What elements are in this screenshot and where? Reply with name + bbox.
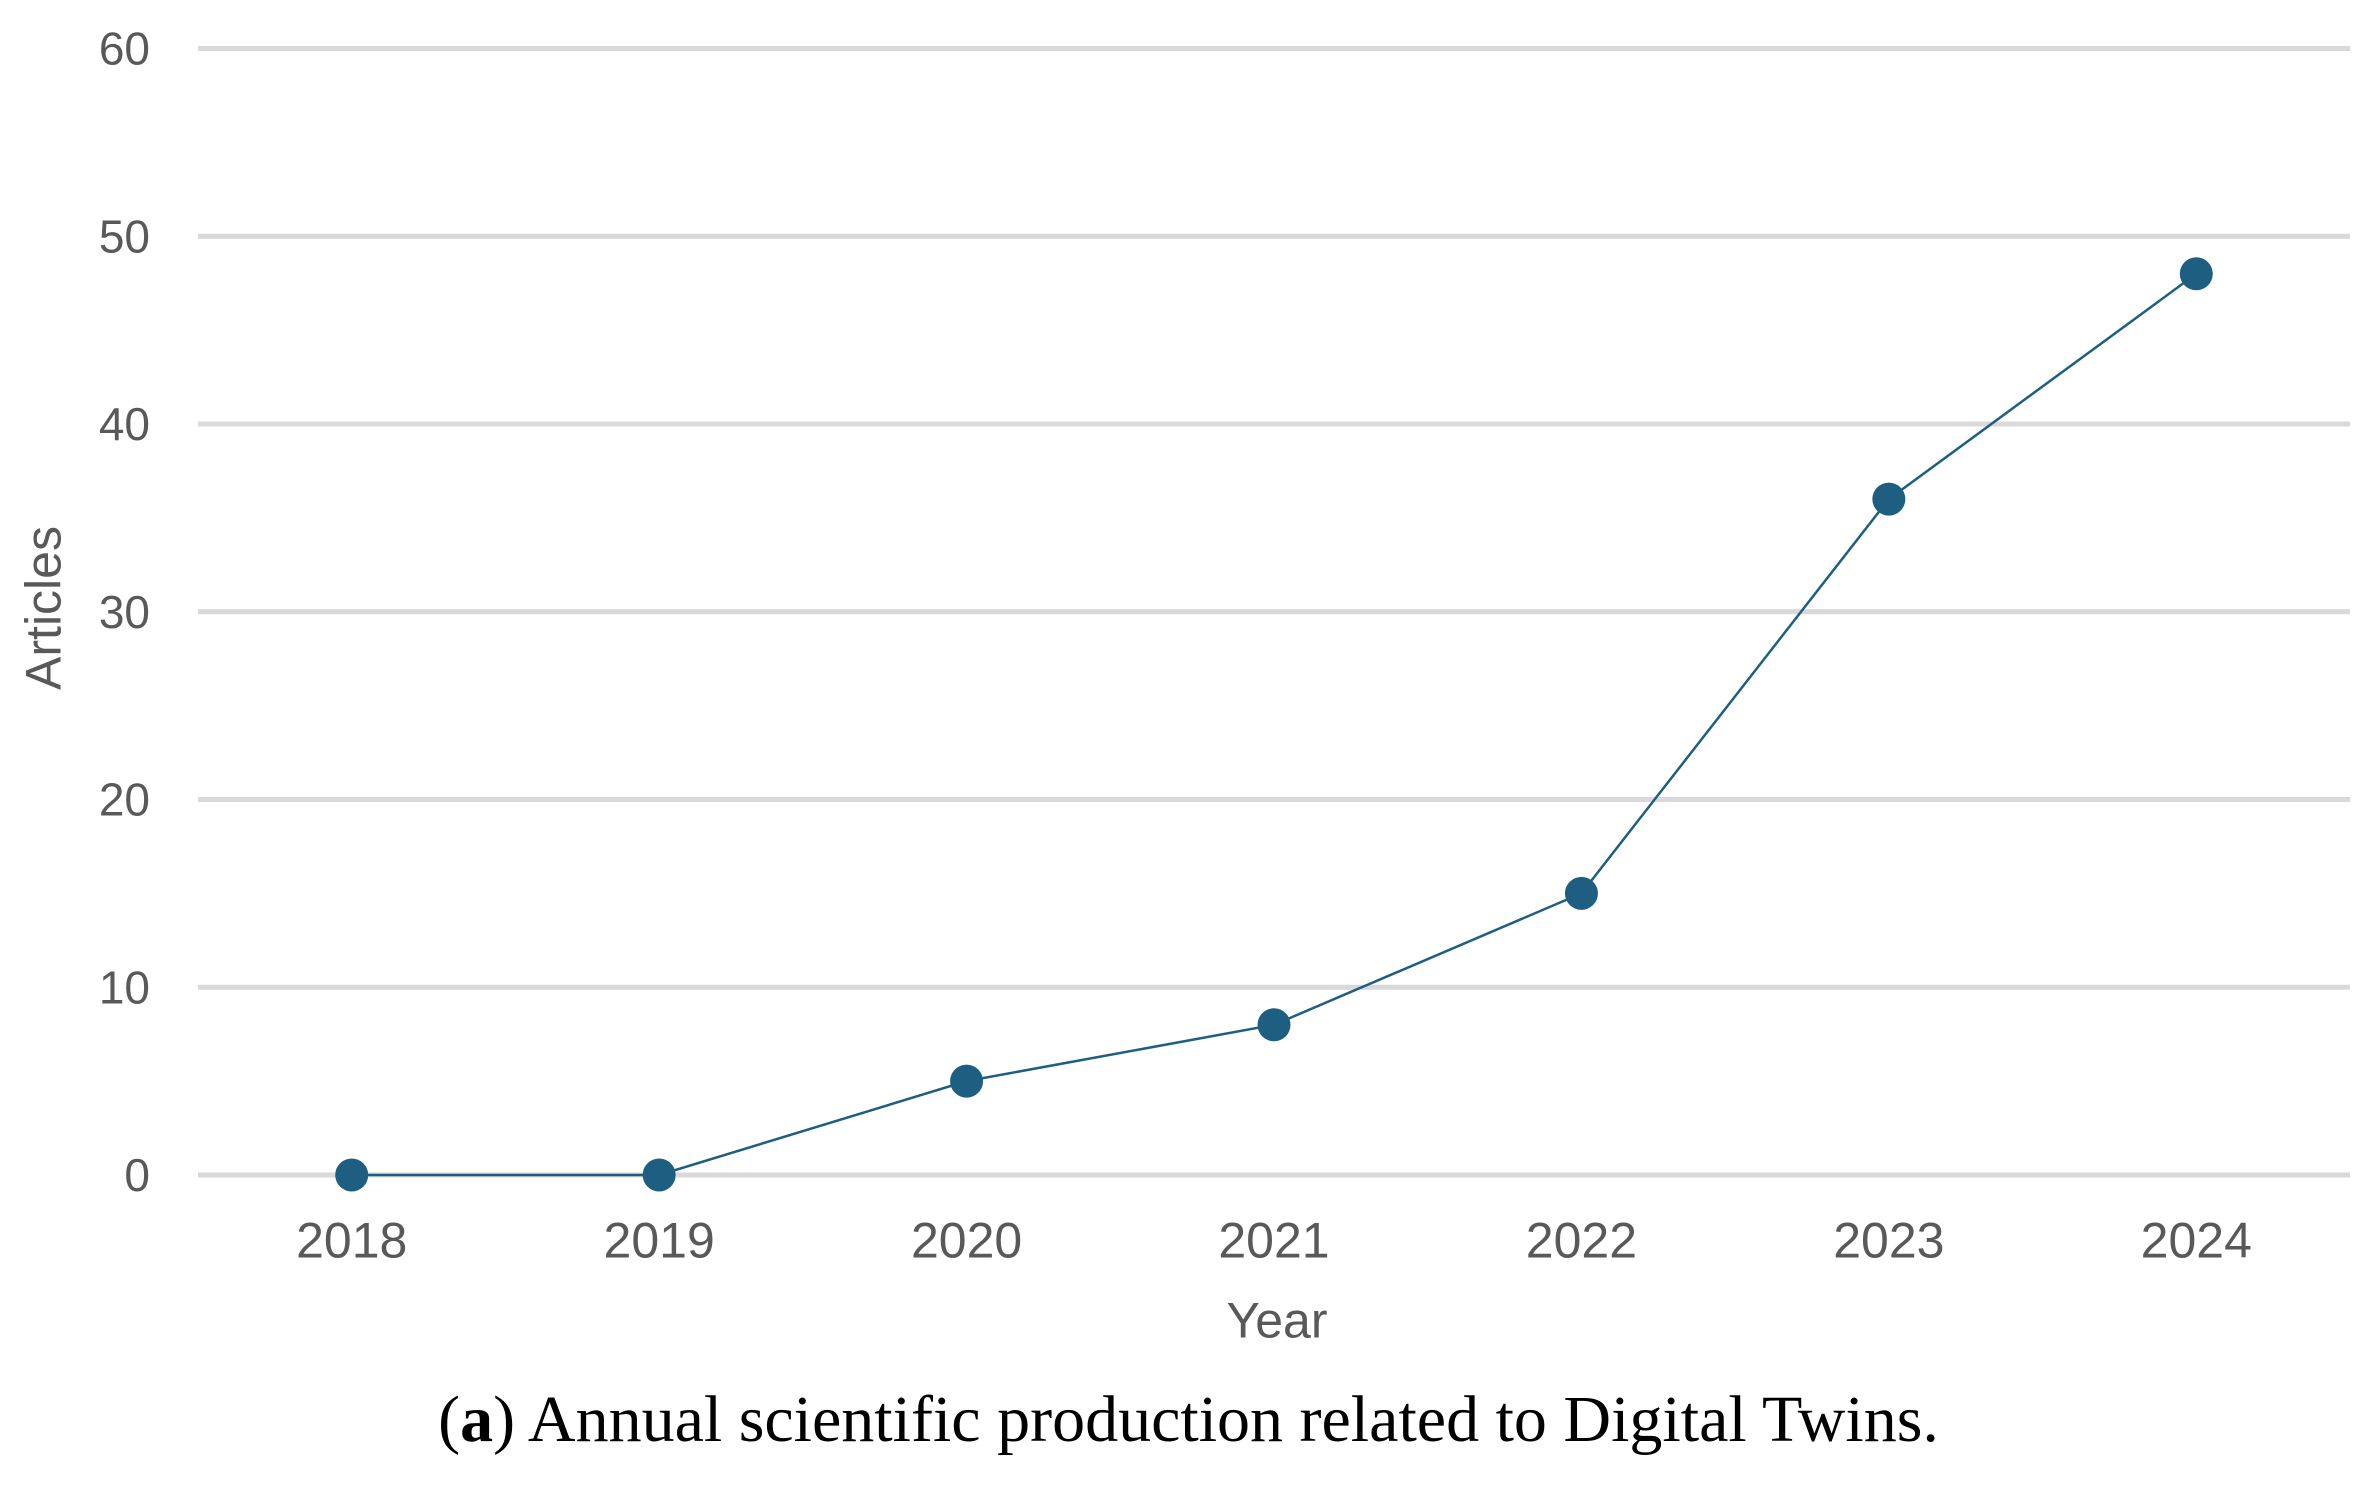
y-tick-label: 20 bbox=[99, 774, 150, 826]
caption-text: Annual scientific production related to … bbox=[527, 1383, 1939, 1456]
data-point bbox=[1872, 482, 1906, 516]
data-point bbox=[642, 1158, 676, 1192]
y-axis-title: Articles bbox=[16, 526, 72, 690]
annual-production-line-chart: 0 10 20 30 40 50 60 2018 2019 2020 2021 2022 2023 202… bbox=[16, 23, 2350, 1349]
x-tick-label: 2023 bbox=[1833, 1213, 1944, 1269]
data-point bbox=[2179, 257, 2213, 291]
y-tick-label: 30 bbox=[99, 586, 150, 638]
y-tick-label: 0 bbox=[124, 1149, 150, 1201]
data-point bbox=[1564, 876, 1598, 910]
data-point bbox=[950, 1064, 984, 1098]
data-point bbox=[335, 1158, 369, 1192]
x-tick-label: 2020 bbox=[911, 1213, 1022, 1269]
x-axis-title: Year bbox=[1226, 1293, 1327, 1349]
x-tick-label: 2021 bbox=[1218, 1213, 1329, 1269]
data-point bbox=[1257, 1008, 1291, 1042]
caption-paren-close: ) bbox=[493, 1383, 516, 1456]
caption-marker: a bbox=[460, 1383, 494, 1456]
x-tick-label: 2019 bbox=[604, 1213, 715, 1269]
y-tick-label: 40 bbox=[99, 398, 150, 450]
x-tick-label: 2022 bbox=[1526, 1213, 1637, 1269]
caption-paren-open: ( bbox=[438, 1383, 461, 1456]
figure-caption: (a) Annual scientific production related… bbox=[0, 1382, 2377, 1458]
x-tick-label: 2018 bbox=[296, 1213, 407, 1269]
x-tick-label: 2024 bbox=[2141, 1213, 2252, 1269]
y-tick-label: 50 bbox=[99, 210, 150, 262]
y-tick-label: 60 bbox=[99, 23, 150, 75]
y-tick-label: 10 bbox=[99, 961, 150, 1013]
